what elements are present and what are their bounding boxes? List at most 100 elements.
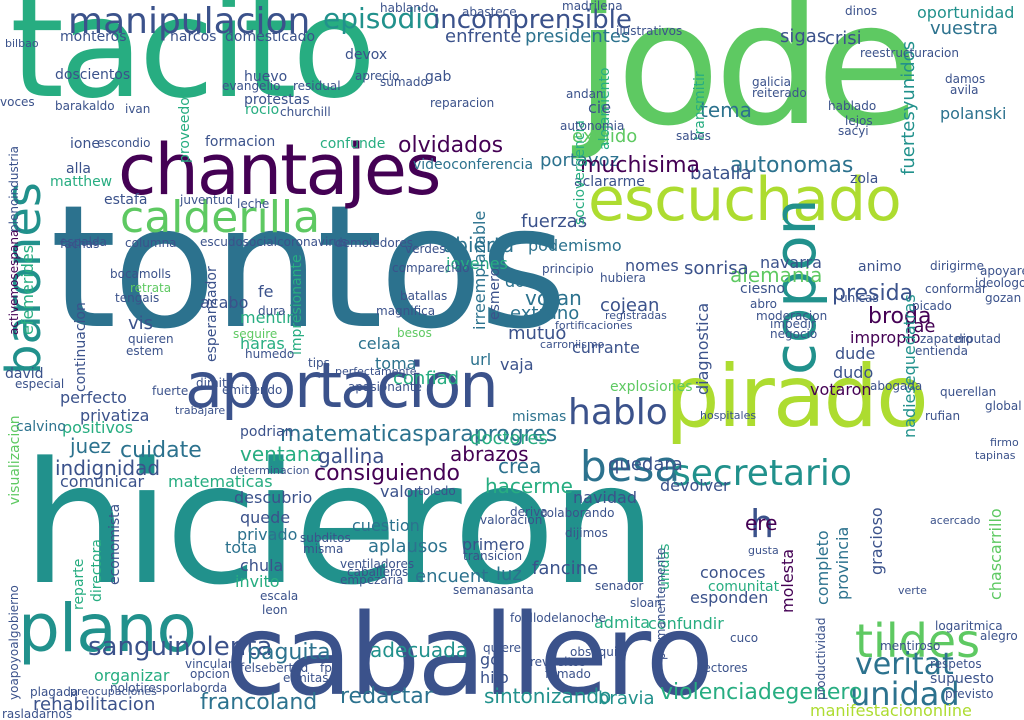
word-unicas: unicas bbox=[840, 291, 879, 305]
word-manipulacion: manipulacion bbox=[68, 1, 311, 42]
word-lejos: lejos bbox=[845, 114, 873, 128]
word-chula: chula bbox=[240, 556, 284, 575]
word-verdes: verdes bbox=[405, 242, 446, 256]
word-magnifica: magnifica bbox=[376, 304, 436, 318]
word-presida: presida bbox=[832, 281, 914, 306]
word-matematicasparaprogres: matematicasparaprogres bbox=[280, 422, 558, 447]
word-alegro: alegro bbox=[980, 629, 1018, 643]
word-broda: broda bbox=[868, 304, 932, 329]
word-ilustrativos: ilustrativos bbox=[616, 24, 683, 38]
word-valoracion: valoracion bbox=[480, 513, 543, 527]
word-quede: quede bbox=[240, 508, 291, 527]
word-consiguiendo: consiguiendo bbox=[314, 461, 460, 486]
word-aprecio: aprecio bbox=[355, 69, 400, 83]
word-bravia: bravia bbox=[598, 688, 655, 709]
word-juventud: juventud bbox=[180, 193, 233, 207]
word-ciesno: ciesno bbox=[740, 281, 785, 297]
word-subditos: subditos bbox=[300, 531, 351, 545]
word-calderilla: calderilla bbox=[120, 192, 321, 243]
word-confiad: confiad bbox=[393, 368, 460, 389]
word-formacion: formacion bbox=[205, 134, 276, 150]
word-protestas: protestas bbox=[244, 92, 310, 108]
word-encuent: encuent bbox=[415, 566, 489, 587]
word-impedir: impedir bbox=[770, 317, 816, 331]
word-querellan: querellan bbox=[940, 385, 997, 399]
word-evangelio: evangelio bbox=[222, 79, 281, 93]
word-nolotiresporlaborda: nolotiresporlaborda bbox=[110, 681, 228, 695]
word-sociovergencia: sociovergencia bbox=[572, 120, 588, 225]
word-abierta: abierta bbox=[443, 233, 515, 257]
word-fancine: fancine bbox=[532, 558, 599, 579]
word-principio: principio bbox=[542, 262, 594, 276]
word-tontos: tontos bbox=[50, 169, 568, 367]
word-fumado: fumado bbox=[545, 667, 591, 681]
word-navarra: navarra bbox=[760, 253, 822, 272]
word-abastece: abastece bbox=[462, 5, 517, 19]
word-fp: fp bbox=[320, 661, 332, 675]
word-rufian: rufian bbox=[925, 409, 961, 423]
word-ermitas: ermitas bbox=[283, 671, 329, 685]
word-fachas: fachas bbox=[60, 237, 100, 251]
word-reiterado: reiterado bbox=[752, 86, 807, 100]
word-respetos: respetos bbox=[930, 657, 982, 671]
word-activemosespana: activemosespana bbox=[7, 229, 21, 335]
word-perfecto: perfecto bbox=[60, 388, 127, 407]
word-estafa: estafa bbox=[104, 192, 148, 208]
word-productividad: productividad bbox=[814, 617, 828, 700]
word-hablo: hablo bbox=[568, 392, 668, 433]
word-descubrio: descubrio bbox=[234, 488, 313, 507]
word-matthew: matthew bbox=[50, 174, 113, 190]
word-gusta: gusta bbox=[748, 544, 779, 557]
word-sabes: sabes bbox=[676, 129, 711, 143]
word-impropio: impropio bbox=[850, 328, 921, 347]
word-escuchado: escuchado bbox=[588, 165, 902, 235]
word-impresionante: impresionante bbox=[289, 254, 305, 355]
word-manifestaciononline: manifestaciononline bbox=[810, 701, 972, 720]
word-violenciadegenero: violenciadegenero bbox=[660, 680, 863, 705]
word-unidad: unidad bbox=[850, 675, 960, 713]
word-polanski: polanski bbox=[940, 104, 1007, 123]
word-fuerzas: fuerzas bbox=[521, 211, 588, 232]
word-url: url bbox=[470, 350, 492, 369]
word-damos: damos bbox=[945, 72, 986, 86]
word-abro: abro bbox=[750, 297, 777, 311]
word-sacyi: sacyi bbox=[838, 124, 869, 138]
word-cie: cie bbox=[588, 98, 612, 117]
word-carroniismo: carroniismo bbox=[540, 338, 605, 351]
word-batalla: batalla bbox=[690, 163, 752, 184]
word-navidad: navidad bbox=[573, 488, 637, 507]
word-churchill: churchill bbox=[280, 105, 331, 119]
word-videoconferencia: videoconferencia bbox=[413, 157, 534, 173]
word-gracioso: gracioso bbox=[867, 507, 886, 575]
word-reparte: reparte bbox=[71, 558, 87, 610]
word-diputad: diputad bbox=[955, 332, 1001, 346]
word-confunde: confunde bbox=[320, 136, 386, 152]
word-gallina: gallina bbox=[318, 444, 385, 468]
word-veritat: veritat bbox=[855, 647, 954, 682]
word-hablado: hablado bbox=[828, 99, 877, 113]
word-bocamolls: bocamolls bbox=[110, 267, 171, 281]
word-logaritmica: logaritmica bbox=[935, 619, 1003, 633]
word-besos: besos bbox=[397, 326, 432, 340]
word-nadiesequedatras: nadiesequedatras bbox=[900, 294, 919, 438]
word-ione: ione bbox=[70, 136, 100, 152]
word-galicia: galicia bbox=[752, 75, 791, 89]
word-apoyare: apoyare bbox=[980, 264, 1024, 278]
word-transicion: transicion bbox=[463, 549, 523, 563]
word-comparecido: comparecido bbox=[392, 261, 470, 275]
word-tips: tips bbox=[308, 356, 330, 370]
word-quieren: quieren bbox=[128, 332, 174, 346]
word-rasladarnos: rasladarnos bbox=[2, 707, 73, 720]
word-tema: tema bbox=[700, 98, 752, 122]
word-conformar: conformar bbox=[925, 282, 987, 296]
word-escala: escala bbox=[260, 589, 299, 603]
word-gab: gab bbox=[425, 69, 452, 85]
word-zola: zola bbox=[850, 171, 879, 187]
word-tota: tota bbox=[225, 538, 258, 557]
word-gozan: gozan bbox=[985, 291, 1022, 305]
word-provincia: provincia bbox=[833, 526, 852, 600]
word-matematicas: matematicas bbox=[168, 472, 273, 491]
word-ideologos: ideologos bbox=[975, 276, 1024, 290]
word-votaron: votaron bbox=[810, 380, 872, 399]
